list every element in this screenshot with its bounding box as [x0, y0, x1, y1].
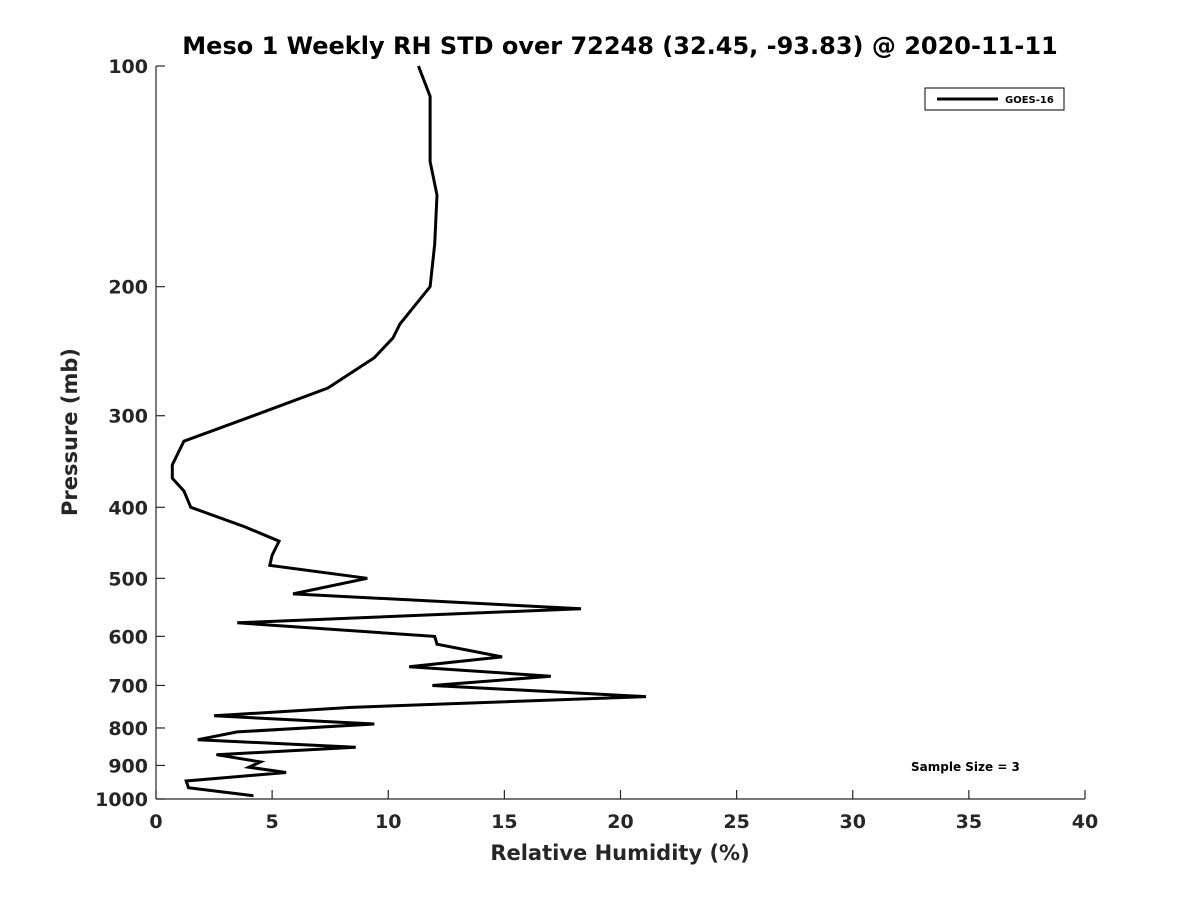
y-tick-label: 600	[108, 626, 148, 648]
x-tick-label: 30	[840, 811, 866, 833]
sample-size-annotation: Sample Size = 3	[911, 760, 1020, 774]
x-tick-label: 25	[723, 811, 749, 833]
x-tick-label: 15	[491, 811, 517, 833]
legend-label-goes16: GOES-16	[1005, 95, 1054, 106]
y-tick-label: 400	[108, 497, 148, 519]
legend: GOES-16	[924, 87, 1065, 111]
y-tick-label: 1000	[95, 789, 148, 811]
x-ticks: 0 5 10 15 20 25 30 35 40	[149, 790, 1098, 833]
x-tick-label: 10	[375, 811, 401, 833]
y-tick-label: 800	[108, 718, 148, 740]
x-tick-label: 40	[1072, 811, 1098, 833]
x-tick-label: 35	[956, 811, 982, 833]
x-tick-label: 20	[607, 811, 633, 833]
y-ticks: 100 200 300 400 500 600 700 800 900 1000	[95, 56, 165, 811]
chart-title: Meso 1 Weekly RH STD over 72248 (32.45, …	[182, 32, 1057, 60]
x-tick-label: 5	[266, 811, 279, 833]
y-axis-label: Pressure (mb)	[58, 348, 82, 516]
y-tick-label: 900	[108, 755, 148, 777]
plot-area: 0 5 10 15 20 25 30 35 40 100 200 300 400 500 600 700 80…	[95, 56, 1098, 833]
x-tick-label: 0	[149, 811, 162, 833]
y-tick-label: 700	[108, 675, 148, 697]
series-line-goes16	[170, 65, 647, 798]
y-tick-label: 200	[108, 277, 148, 299]
x-axis-label: Relative Humidity (%)	[490, 841, 749, 865]
y-tick-label: 100	[108, 56, 148, 78]
y-tick-label: 300	[108, 406, 148, 428]
y-tick-label: 500	[108, 568, 148, 590]
